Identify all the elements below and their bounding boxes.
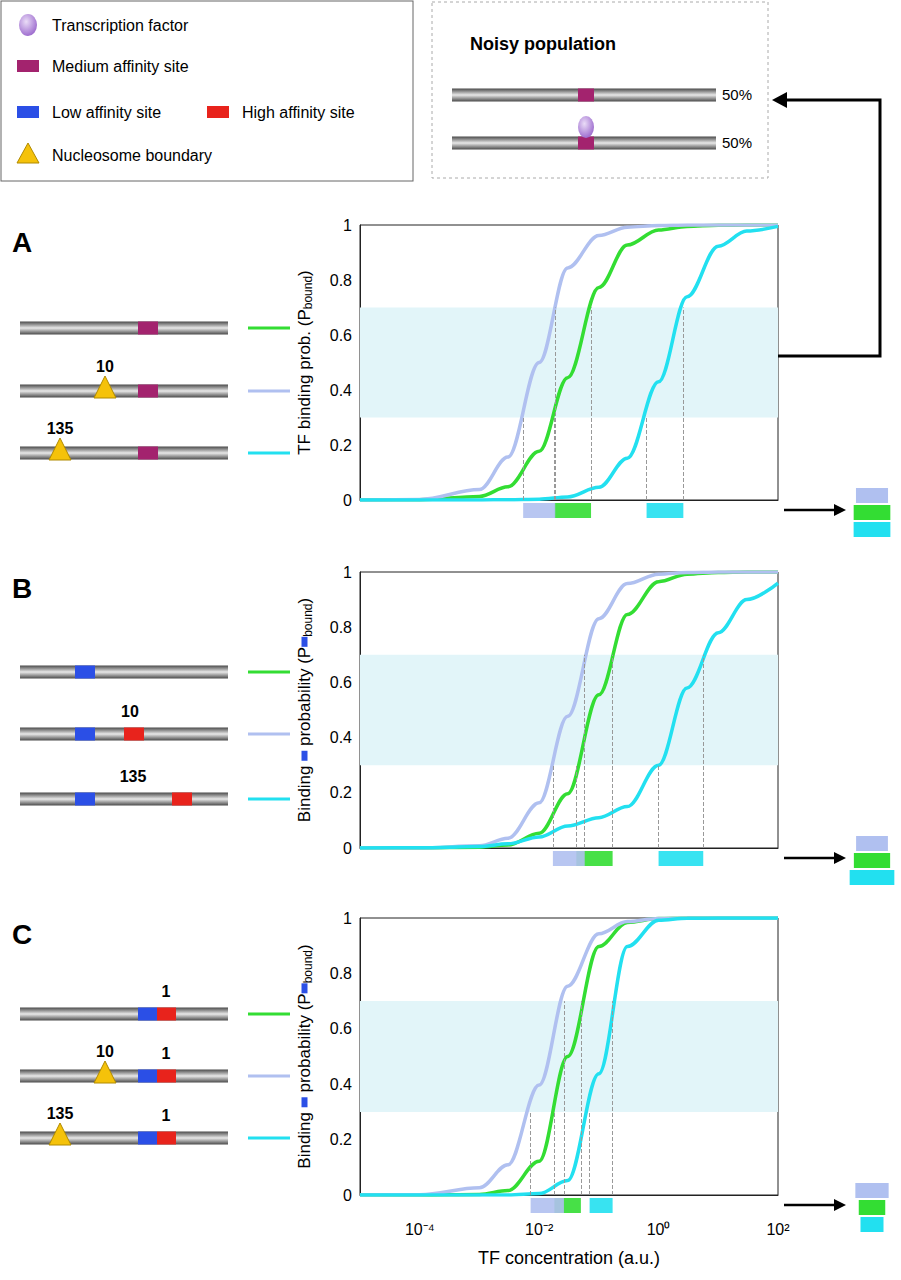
svg-text:Noisy population: Noisy population	[470, 34, 616, 54]
svg-text:bound: bound	[301, 950, 315, 983]
svg-text:): )	[295, 598, 314, 604]
svg-text:B: B	[12, 573, 32, 604]
svg-text:probability (P: probability (P	[295, 993, 314, 1097]
svg-text:10: 10	[96, 1043, 114, 1060]
svg-text:10⁻²: 10⁻²	[525, 1221, 554, 1238]
svg-text:High affinity site: High affinity site	[242, 104, 355, 121]
svg-text:10²: 10²	[766, 1221, 790, 1238]
svg-text:0.8: 0.8	[330, 619, 352, 636]
svg-text:135: 135	[47, 1105, 74, 1122]
svg-text:bound: bound	[301, 603, 315, 636]
svg-text:Binding: Binding	[295, 761, 314, 822]
svg-text:0.4: 0.4	[330, 382, 352, 399]
svg-text:0.8: 0.8	[330, 272, 352, 289]
svg-text:A: A	[12, 227, 32, 258]
svg-text:Medium affinity site: Medium affinity site	[52, 58, 189, 75]
svg-text:TF concentration (a.u.): TF concentration (a.u.)	[478, 1248, 660, 1268]
svg-text:50%: 50%	[722, 134, 752, 151]
svg-text:0.6: 0.6	[330, 327, 352, 344]
svg-text:1: 1	[162, 1107, 171, 1124]
svg-text:bound: bound	[301, 276, 315, 309]
svg-text:1: 1	[162, 983, 171, 1000]
svg-text:0.6: 0.6	[330, 1020, 352, 1037]
svg-text:0.2: 0.2	[330, 784, 352, 801]
svg-text:10⁻⁴: 10⁻⁴	[405, 1221, 435, 1238]
svg-text:1: 1	[343, 217, 352, 234]
svg-text:Binding: Binding	[295, 1107, 314, 1168]
svg-text:10: 10	[96, 358, 114, 375]
svg-text:135: 135	[47, 420, 74, 437]
svg-text:Low affinity site: Low affinity site	[52, 104, 161, 121]
svg-text:0: 0	[343, 492, 352, 509]
svg-text:Transcription factor: Transcription factor	[52, 17, 189, 34]
svg-text:10: 10	[121, 703, 139, 720]
svg-text:1: 1	[343, 910, 352, 927]
svg-text:0: 0	[343, 840, 352, 857]
svg-text:0: 0	[343, 1187, 352, 1204]
svg-text:0.8: 0.8	[330, 965, 352, 982]
svg-text:C: C	[12, 919, 32, 950]
svg-text:1: 1	[343, 564, 352, 581]
svg-text:135: 135	[120, 768, 147, 785]
svg-text:0.4: 0.4	[330, 1076, 352, 1093]
svg-text:0.2: 0.2	[330, 1131, 352, 1148]
svg-text:Nucleosome boundary: Nucleosome boundary	[52, 147, 212, 164]
svg-text:): )	[295, 944, 314, 950]
svg-text:0.6: 0.6	[330, 674, 352, 691]
svg-text:50%: 50%	[722, 86, 752, 103]
svg-text:probability (P: probability (P	[295, 647, 314, 751]
svg-text:TF binding prob. (P: TF binding prob. (P	[295, 309, 314, 455]
svg-text:0.2: 0.2	[330, 437, 352, 454]
svg-text:): )	[295, 270, 314, 276]
svg-text:10⁰: 10⁰	[647, 1221, 671, 1238]
svg-text:1: 1	[162, 1045, 171, 1062]
svg-text:0.4: 0.4	[330, 729, 352, 746]
